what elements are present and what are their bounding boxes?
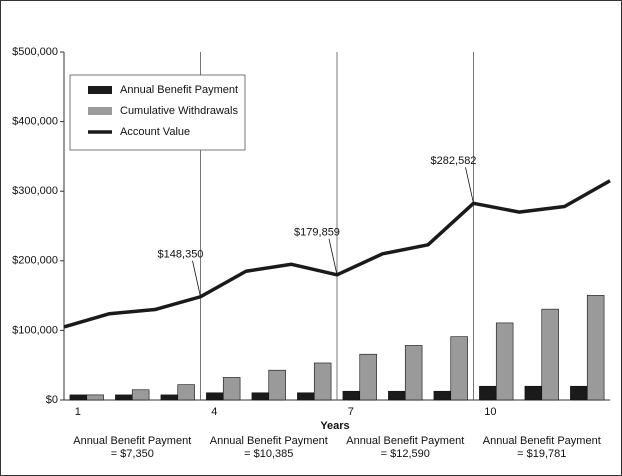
bar: [251, 392, 270, 401]
bar: [359, 353, 377, 401]
group-label: = $12,590: [381, 448, 430, 460]
bar: [268, 369, 286, 401]
group-label: = $7,350: [111, 448, 154, 460]
bar: [479, 385, 497, 401]
legend-swatch: [88, 107, 112, 115]
y-tick-label: $400,000: [12, 116, 58, 128]
bar: [206, 392, 224, 401]
group-label: Annual Benefit Payment: [483, 435, 601, 447]
bar: [115, 394, 133, 401]
bar: [404, 345, 423, 401]
value-label: $148,350: [158, 249, 204, 261]
group-label: = $19,781: [517, 448, 566, 460]
y-tick-label: $500,000: [12, 46, 58, 58]
group-label: Annual Benefit Payment: [73, 435, 191, 447]
bar: [388, 390, 406, 401]
bar: [222, 377, 241, 401]
bar: [177, 384, 195, 401]
legend-label: Annual Benefit Payment: [120, 84, 238, 96]
bar: [86, 394, 104, 401]
x-tick-label: 4: [211, 406, 217, 418]
bar: [524, 385, 543, 401]
value-label: $179,859: [294, 227, 340, 239]
y-tick-label: $300,000: [12, 185, 58, 197]
bar: [570, 385, 588, 401]
annotation-leader: [328, 238, 338, 275]
annotation-leader: [465, 167, 474, 204]
value-label: $282,582: [431, 155, 477, 167]
bar: [69, 394, 88, 401]
group-label: = $10,385: [244, 448, 293, 460]
bar: [297, 392, 315, 401]
annotation-leader: [192, 260, 201, 297]
group-label: Annual Benefit Payment: [346, 435, 464, 447]
x-tick-label: 1: [75, 406, 81, 418]
bar: [342, 390, 361, 401]
y-tick-label: $0: [46, 394, 58, 406]
bar: [131, 389, 150, 401]
bar: [450, 336, 468, 401]
group-label: Annual Benefit Payment: [210, 435, 328, 447]
bar: [433, 390, 452, 401]
bar: [541, 308, 559, 401]
bar: [313, 362, 332, 401]
y-tick-label: $100,000: [12, 324, 58, 336]
bar: [160, 394, 179, 401]
legend-swatch: [88, 86, 112, 94]
bar: [495, 322, 514, 401]
y-tick-label: $200,000: [12, 255, 58, 267]
bar: [586, 295, 605, 401]
x-axis-title: Years: [320, 420, 349, 432]
x-tick-label: 7: [348, 406, 354, 418]
legend-label: Cumulative Withdrawals: [120, 105, 238, 117]
x-tick-label: 10: [484, 406, 496, 418]
legend-label: Account Value: [120, 126, 190, 138]
